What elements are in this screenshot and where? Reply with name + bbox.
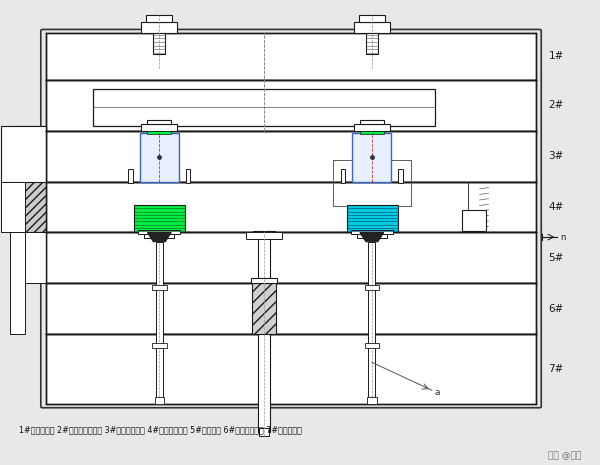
Text: 1#: 1# xyxy=(548,51,564,61)
Bar xyxy=(357,234,387,238)
Bar xyxy=(341,169,346,183)
Bar xyxy=(252,284,276,334)
Bar xyxy=(259,428,269,437)
Bar xyxy=(367,397,377,404)
Bar xyxy=(1,126,46,181)
Bar xyxy=(46,232,536,284)
Bar xyxy=(25,232,46,284)
Bar xyxy=(152,285,167,291)
Text: 4#: 4# xyxy=(548,202,564,212)
Polygon shape xyxy=(360,232,384,242)
Bar xyxy=(142,125,177,132)
Bar xyxy=(139,230,180,234)
Bar xyxy=(366,33,378,54)
Bar xyxy=(146,14,172,21)
Bar xyxy=(46,33,536,80)
Bar xyxy=(145,234,174,238)
Bar xyxy=(253,231,275,238)
Bar xyxy=(94,89,434,126)
Bar xyxy=(142,21,177,33)
Bar xyxy=(1,181,25,232)
Bar xyxy=(185,169,190,183)
Text: 1#、定模底板 2#、热流道固定板 3#、热管固定板 4#、型腔固定板 5#、卸料板 6#、型芯固定板 7#、动模底板: 1#、定模底板 2#、热流道固定板 3#、热管固定板 4#、型腔固定板 5#、卸… xyxy=(19,425,302,434)
Bar xyxy=(461,210,485,231)
Bar xyxy=(347,205,398,232)
Bar xyxy=(46,181,536,232)
Bar xyxy=(46,334,536,404)
Bar xyxy=(10,232,25,334)
Bar xyxy=(352,133,391,181)
Bar xyxy=(246,232,282,239)
Bar xyxy=(152,343,167,348)
Text: 2#: 2# xyxy=(548,100,564,110)
Bar xyxy=(368,242,376,404)
Bar xyxy=(258,237,270,432)
Polygon shape xyxy=(148,232,171,242)
Bar xyxy=(156,242,163,404)
Bar xyxy=(154,33,166,54)
Text: 6#: 6# xyxy=(548,304,564,314)
Bar xyxy=(365,343,379,348)
Bar xyxy=(140,133,179,181)
Bar xyxy=(359,14,385,21)
Text: a: a xyxy=(434,388,440,397)
Bar xyxy=(351,230,393,234)
Text: 7#: 7# xyxy=(548,364,564,374)
Bar xyxy=(134,205,185,232)
Text: n: n xyxy=(560,232,565,242)
Text: 3#: 3# xyxy=(548,151,564,161)
Bar xyxy=(46,131,536,181)
Bar xyxy=(360,131,384,134)
Bar xyxy=(333,159,411,206)
Bar xyxy=(360,120,384,125)
Bar xyxy=(354,125,390,132)
Text: 知乎 @海光: 知乎 @海光 xyxy=(548,451,581,460)
Bar xyxy=(46,284,536,334)
Bar xyxy=(251,278,277,284)
Bar xyxy=(10,126,46,232)
Bar xyxy=(365,285,379,291)
Bar xyxy=(155,397,164,404)
Bar xyxy=(148,131,171,134)
Bar xyxy=(398,169,403,183)
Bar xyxy=(354,21,390,33)
Text: 5#: 5# xyxy=(548,253,564,263)
Bar xyxy=(128,169,133,183)
Bar xyxy=(46,80,536,131)
Bar xyxy=(148,120,171,125)
